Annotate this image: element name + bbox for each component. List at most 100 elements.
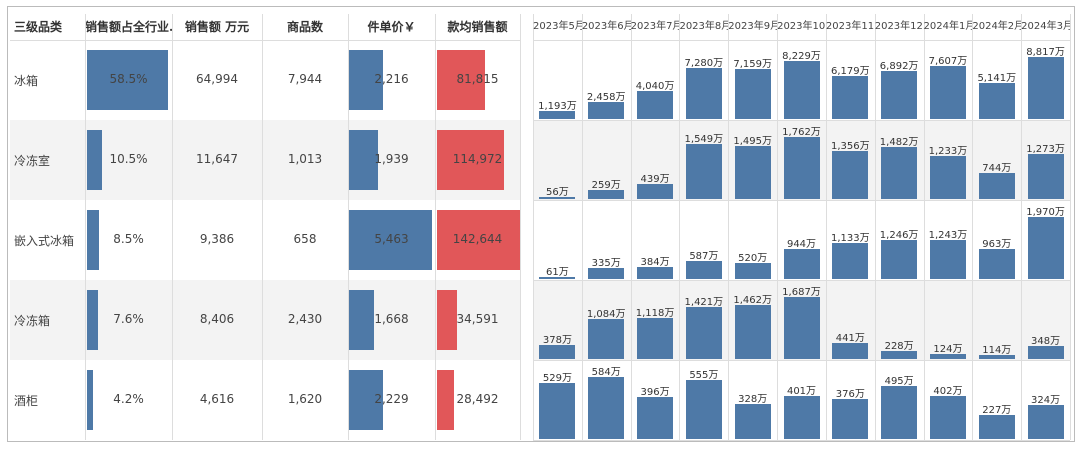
unit-price-cell: 1,668 xyxy=(374,312,409,326)
monthly-sales-label: 1,246万 xyxy=(879,229,919,241)
column-divider xyxy=(172,14,173,440)
monthly-sales-bar xyxy=(539,197,576,199)
month-header[interactable]: 2024年3月 xyxy=(1021,21,1070,32)
items-cell: 2,430 xyxy=(287,312,323,326)
column-divider xyxy=(435,14,436,440)
monthly-sales-label: 401万 xyxy=(786,386,817,398)
monthly-sales-bar xyxy=(685,144,722,199)
row-divider xyxy=(533,200,1070,201)
unit-price-bar xyxy=(349,210,432,270)
monthly-sales-label: 227万 xyxy=(982,404,1012,416)
monthly-sales-bar xyxy=(881,146,918,199)
monthly-sales-bar xyxy=(734,404,771,439)
monthly-sales-label: 587万 xyxy=(689,250,719,262)
monthly-sales-bar xyxy=(539,277,576,279)
monthly-sales-bar xyxy=(783,61,820,119)
monthly-sales-label: 439万 xyxy=(640,173,670,185)
unit-price-bar xyxy=(349,50,383,110)
monthly-sales-bar xyxy=(1027,154,1064,199)
column-header[interactable]: 商品数 xyxy=(286,20,323,34)
monthly-sales-bar xyxy=(685,380,722,439)
month-header[interactable]: 2023年6月 xyxy=(581,21,631,32)
column-header[interactable]: 件单价￥ xyxy=(367,20,416,34)
category-cell[interactable]: 冷冻室 xyxy=(14,154,51,168)
monthly-sales-bar xyxy=(685,67,722,119)
monthly-sales-label: 228万 xyxy=(884,340,914,352)
monthly-sales-bar xyxy=(783,249,820,279)
column-divider xyxy=(262,14,263,440)
monthly-sales-label: 402万 xyxy=(933,386,963,398)
column-header[interactable]: 款均销售额 xyxy=(447,20,508,34)
avg-sales-cell: 114,972 xyxy=(452,152,503,166)
monthly-sales-bar xyxy=(929,155,966,199)
month-header[interactable]: 2023年9月 xyxy=(728,21,778,32)
monthly-sales-label: 324万 xyxy=(1031,394,1061,406)
monthly-sales-bar xyxy=(1027,404,1064,439)
monthly-sales-bar xyxy=(832,342,869,359)
category-cell[interactable]: 嵌入式冰箱 xyxy=(14,234,75,248)
monthly-sales-bar xyxy=(734,305,771,359)
monthly-sales-bar xyxy=(881,70,918,119)
month-header[interactable]: 2023年5月 xyxy=(533,21,582,32)
monthly-sales-bar xyxy=(637,266,674,279)
monthly-sales-label: 1,233万 xyxy=(928,145,968,157)
avg-sales-cell: 81,815 xyxy=(456,72,499,86)
month-header[interactable]: 2023年12.. xyxy=(874,21,924,32)
monthly-sales-label: 584万 xyxy=(591,367,621,378)
monthly-sales-bar xyxy=(734,262,771,279)
monthly-sales-label: 1,762万 xyxy=(782,127,821,138)
avg-sales-cell: 142,644 xyxy=(452,232,503,246)
sales-cell: 4,616 xyxy=(199,392,235,406)
monthly-sales-bar xyxy=(734,146,771,199)
column-header[interactable]: 销售额占全行业.. xyxy=(85,20,172,34)
share-cell: 7.6% xyxy=(113,312,144,326)
monthly-sales-bar xyxy=(881,239,918,279)
header-divider xyxy=(10,40,520,41)
column-divider xyxy=(728,14,730,440)
monthly-sales-bar xyxy=(637,396,674,439)
share-cell: 58.5% xyxy=(109,72,148,86)
unit-price-cell: 2,229 xyxy=(374,392,409,406)
items-cell: 1,620 xyxy=(287,392,323,406)
monthly-sales-bar xyxy=(588,377,625,439)
monthly-sales-bar xyxy=(637,90,674,119)
month-header[interactable]: 2023年10.. xyxy=(777,21,826,32)
avg-sales-cell: 34,591 xyxy=(456,312,499,326)
category-cell[interactable]: 冰箱 xyxy=(14,74,39,88)
monthly-sales-bar xyxy=(978,172,1015,199)
monthly-sales-bar xyxy=(539,382,576,439)
avg-sales-bar xyxy=(437,290,458,350)
monthly-sales-label: 441万 xyxy=(835,332,865,344)
share-cell: 4.2% xyxy=(113,392,144,406)
monthly-sales-label: 944万 xyxy=(786,239,817,251)
month-header[interactable]: 2023年7月 xyxy=(630,21,680,32)
category-cell[interactable]: 酒柜 xyxy=(14,394,39,408)
month-header[interactable]: 2024年2月 xyxy=(972,21,1022,32)
monthly-sales-bar xyxy=(1027,217,1064,279)
monthly-sales-bar xyxy=(1027,57,1064,119)
monthly-sales-label: 348万 xyxy=(1031,336,1061,348)
monthly-sales-label: 378万 xyxy=(542,335,572,347)
monthly-sales-bar xyxy=(929,239,966,279)
monthly-sales-bar xyxy=(881,386,918,439)
monthly-sales-label: 1,549万 xyxy=(684,134,724,146)
monthly-sales-label: 520万 xyxy=(738,252,768,264)
category-cell[interactable]: 冷冻箱 xyxy=(14,314,51,328)
column-divider xyxy=(581,14,583,440)
monthly-sales-label: 124万 xyxy=(933,344,963,356)
month-header[interactable]: 2023年11.. xyxy=(825,21,875,32)
monthly-sales-label: 1,356万 xyxy=(830,141,870,153)
column-header[interactable]: 三级品类 xyxy=(14,20,63,34)
monthly-sales-label: 1,133万 xyxy=(830,233,870,245)
items-cell: 658 xyxy=(293,232,317,246)
monthly-sales-label: 2,458万 xyxy=(586,91,626,103)
month-header[interactable]: 2024年1月 xyxy=(923,21,973,32)
monthly-sales-label: 1,243万 xyxy=(928,229,968,241)
unit-price-cell: 5,463 xyxy=(374,232,409,246)
share-bar xyxy=(87,130,102,190)
month-header[interactable]: 2023年8月 xyxy=(679,21,729,32)
share-cell: 10.5% xyxy=(109,152,148,166)
monthly-sales-bar xyxy=(783,396,820,439)
monthly-sales-bar xyxy=(734,68,771,119)
column-header[interactable]: 销售额 万元 xyxy=(184,20,250,34)
